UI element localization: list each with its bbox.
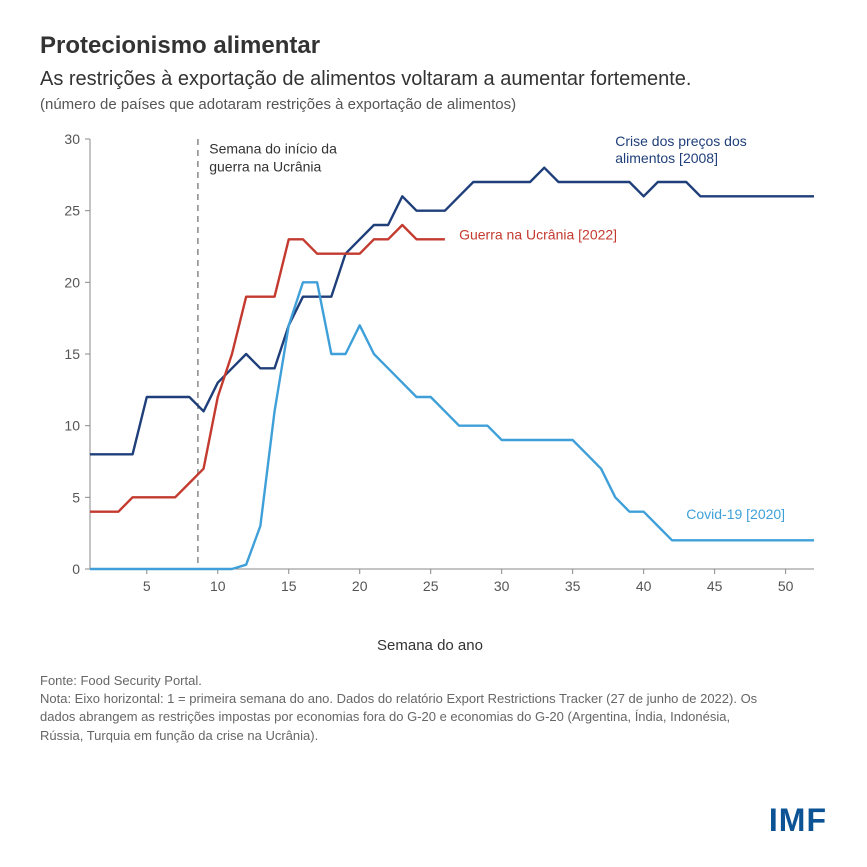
svg-text:0: 0 [72,561,80,577]
svg-text:Covid-19 [2020]: Covid-19 [2020] [686,506,785,522]
line-chart-svg: 0 5 10 15 20 25 30 5 10 15 20 25 30 35 40 45 50 Semana do… [44,129,824,609]
svg-text:40: 40 [636,578,652,594]
chart-subtitle: As restrições à exportação de alimentos … [40,66,827,92]
svg-text:35: 35 [565,578,581,594]
svg-text:guerra na Ucrânia: guerra na Ucrânia [209,158,321,174]
svg-text:30: 30 [64,131,80,147]
svg-text:15: 15 [64,346,80,362]
svg-text:Crise dos preços dos: Crise dos preços dos [615,133,747,149]
x-axis-label: Semana do ano [40,637,820,654]
svg-text:10: 10 [210,578,226,594]
svg-text:30: 30 [494,578,510,594]
chart-footer: Fonte: Food Security Portal. Nota: Eixo … [40,672,760,745]
svg-text:5: 5 [72,489,80,505]
footer-note: Nota: Eixo horizontal: 1 = primeira sema… [40,690,760,745]
footer-source: Fonte: Food Security Portal. [40,672,760,690]
svg-text:45: 45 [707,578,723,594]
imf-logo: IMF [769,802,827,839]
svg-text:15: 15 [281,578,297,594]
svg-text:20: 20 [64,274,80,290]
svg-text:20: 20 [352,578,368,594]
svg-text:alimentos [2008]: alimentos [2008] [615,150,718,166]
svg-text:10: 10 [64,418,80,434]
svg-text:Semana do início da: Semana do início da [209,140,337,156]
chart-title: Protecionismo alimentar [40,32,827,60]
svg-text:Guerra na Ucrânia [2022]: Guerra na Ucrânia [2022] [459,226,617,242]
chart-area: 0 5 10 15 20 25 30 5 10 15 20 25 30 35 40 45 50 Semana do… [44,129,824,609]
svg-text:5: 5 [143,578,151,594]
svg-text:50: 50 [778,578,794,594]
svg-text:25: 25 [64,203,80,219]
svg-text:25: 25 [423,578,439,594]
chart-paren: (número de países que adotaram restriçõe… [40,96,827,113]
